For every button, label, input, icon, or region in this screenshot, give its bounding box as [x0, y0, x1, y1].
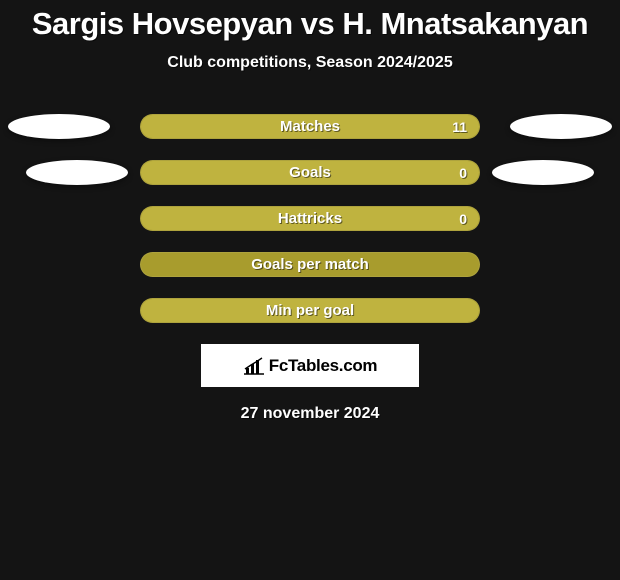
bar-chart-icon: [243, 357, 265, 375]
stat-row: Goals 0: [0, 160, 620, 185]
stat-label: Hattricks: [141, 207, 479, 230]
comparison-infographic: Sargis Hovsepyan vs H. Mnatsakanyan Club…: [0, 0, 620, 580]
stat-bar-track: Goals per match: [140, 252, 480, 277]
page-title: Sargis Hovsepyan vs H. Mnatsakanyan: [0, 0, 620, 42]
right-marker-ellipse: [492, 160, 594, 185]
branding-text: FcTables.com: [269, 356, 378, 376]
stat-row: Hattricks 0: [0, 206, 620, 231]
stat-bar-track: Goals 0: [140, 160, 480, 185]
right-marker-ellipse: [510, 114, 612, 139]
stat-value: 0: [459, 161, 467, 184]
page-subtitle: Club competitions, Season 2024/2025: [0, 54, 620, 72]
stat-label: Matches: [141, 115, 479, 138]
stat-label: Min per goal: [141, 299, 479, 322]
stat-row: Min per goal: [0, 298, 620, 323]
stat-bar-track: Hattricks 0: [140, 206, 480, 231]
stat-label: Goals per match: [141, 253, 479, 276]
footer-date: 27 november 2024: [0, 405, 620, 423]
stat-value: 11: [452, 115, 467, 138]
stat-label: Goals: [141, 161, 479, 184]
left-marker-ellipse: [26, 160, 128, 185]
stat-bar-track: Min per goal: [140, 298, 480, 323]
stats-rows: Matches 11 Goals 0 Hattricks 0: [0, 114, 620, 323]
stat-bar-track: Matches 11: [140, 114, 480, 139]
branding-box: FcTables.com: [201, 344, 419, 387]
stat-row: Matches 11: [0, 114, 620, 139]
left-marker-ellipse: [8, 114, 110, 139]
stat-row: Goals per match: [0, 252, 620, 277]
stat-value: 0: [459, 207, 467, 230]
